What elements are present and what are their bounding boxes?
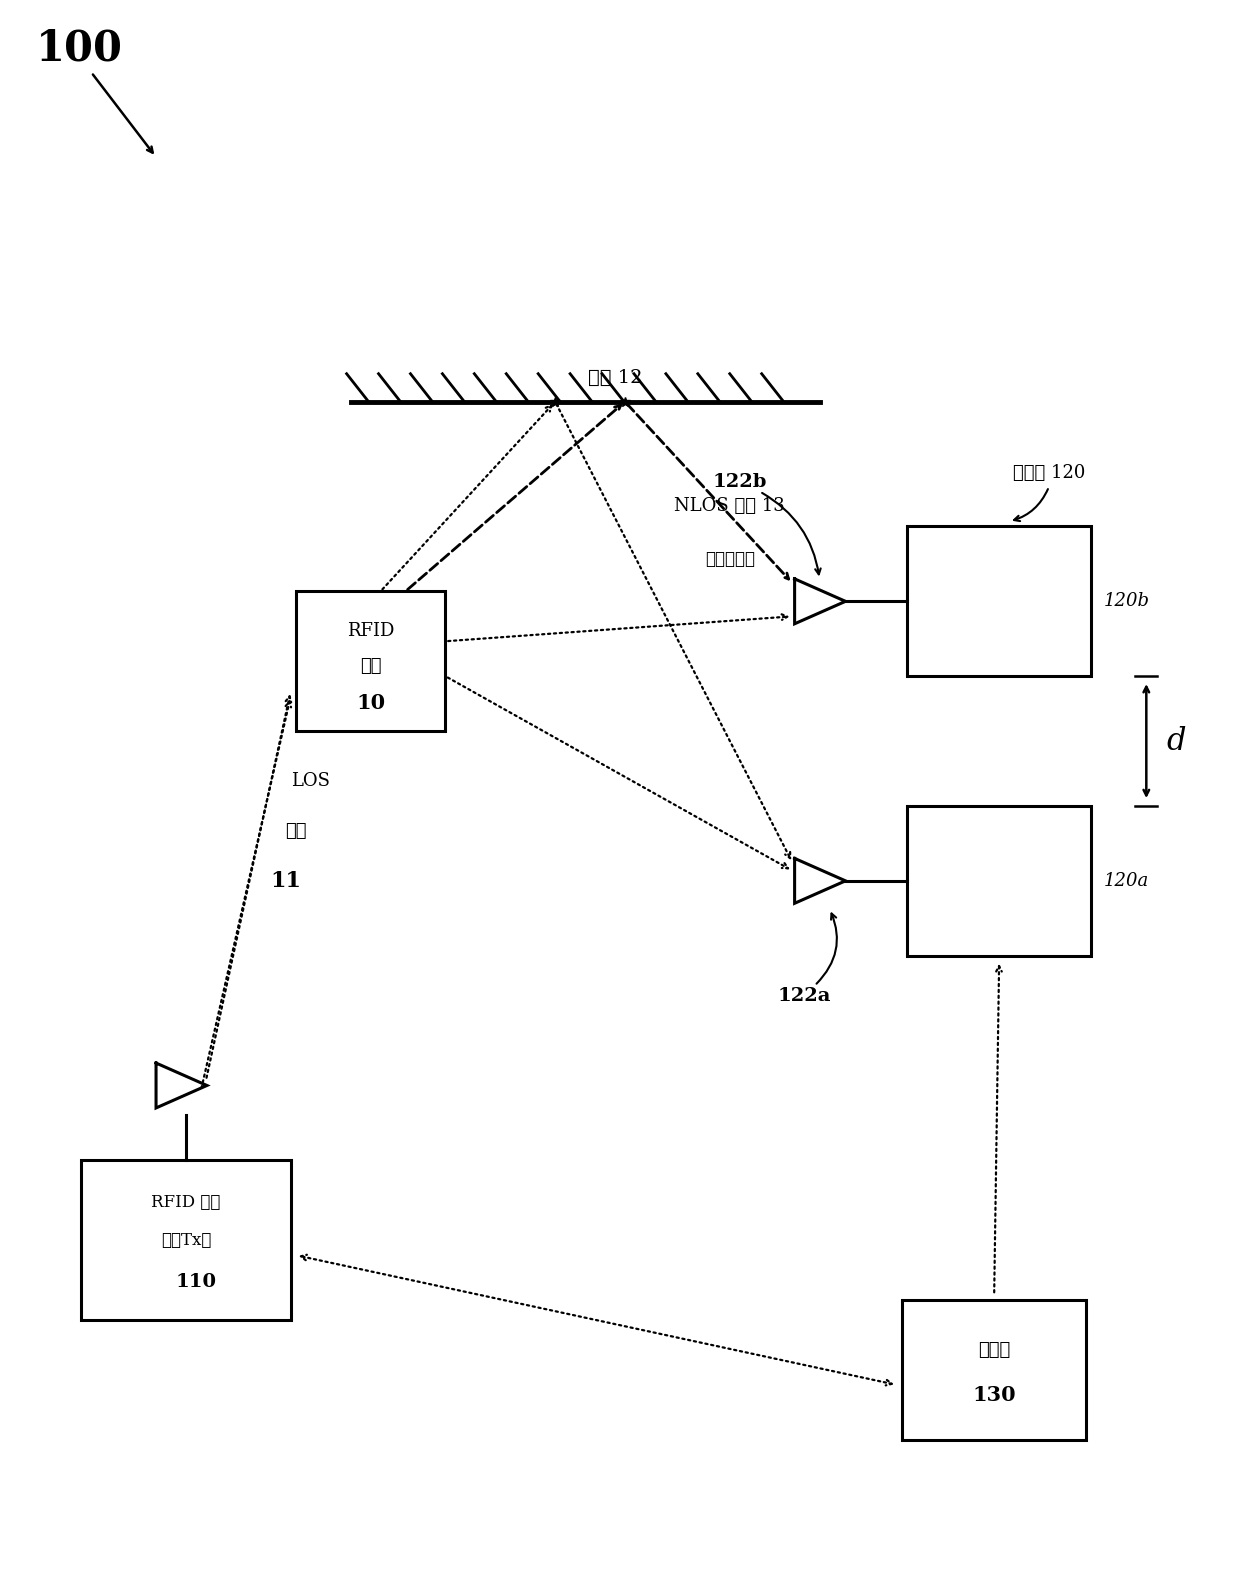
Text: 器（Tx）: 器（Tx） [161, 1232, 211, 1249]
Text: 120b: 120b [1104, 593, 1149, 610]
Text: RFID: RFID [347, 623, 394, 640]
Text: 100: 100 [36, 27, 123, 70]
Text: 122a: 122a [777, 987, 831, 1004]
Text: 11: 11 [270, 870, 301, 892]
Bar [901, 1300, 1086, 1440]
Text: 110: 110 [175, 1273, 217, 1292]
Text: 130: 130 [972, 1385, 1016, 1406]
Bar [906, 526, 1091, 677]
Bar [906, 806, 1091, 955]
Text: 处理器: 处理器 [978, 1341, 1011, 1360]
Text: NLOS 路径 13: NLOS 路径 13 [675, 498, 785, 515]
Text: 120a: 120a [1104, 871, 1148, 890]
Text: 墙壁 12: 墙壁 12 [588, 368, 642, 387]
Text: 标签: 标签 [360, 658, 382, 675]
Text: LOS: LOS [291, 772, 330, 790]
Text: 122b: 122b [713, 473, 766, 490]
Text: RFID 读取: RFID 读取 [151, 1194, 221, 1211]
Text: 路径: 路径 [285, 822, 306, 840]
Bar [81, 1160, 290, 1320]
Text: （多路径）: （多路径） [704, 550, 755, 568]
Bar [295, 591, 445, 730]
Text: d: d [1167, 726, 1185, 757]
Text: 接收器 120: 接收器 120 [1013, 463, 1085, 482]
Text: 10: 10 [356, 692, 386, 713]
